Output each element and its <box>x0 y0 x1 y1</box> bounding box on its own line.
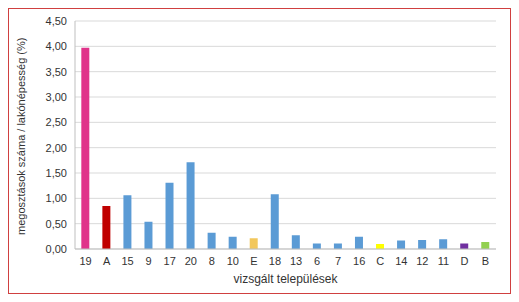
svg-text:3,50: 3,50 <box>46 66 67 78</box>
svg-text:megosztások száma / lakónépess: megosztások száma / lakónépesség (%) <box>15 38 27 235</box>
svg-text:1,50: 1,50 <box>46 167 67 179</box>
svg-text:11: 11 <box>438 255 449 267</box>
svg-text:E: E <box>250 255 257 267</box>
svg-text:16: 16 <box>353 255 365 267</box>
svg-text:A: A <box>103 255 111 267</box>
svg-text:4,00: 4,00 <box>46 40 67 52</box>
svg-text:2,00: 2,00 <box>46 142 67 154</box>
svg-text:1,00: 1,00 <box>46 192 67 204</box>
svg-text:8: 8 <box>209 255 215 267</box>
svg-text:12: 12 <box>416 255 428 267</box>
svg-text:3,00: 3,00 <box>46 91 67 103</box>
svg-text:18: 18 <box>269 255 281 267</box>
svg-text:2,50: 2,50 <box>46 116 67 128</box>
svg-text:vizsgált települések: vizsgált települések <box>233 272 338 286</box>
svg-text:19: 19 <box>79 255 91 267</box>
svg-text:9: 9 <box>146 255 152 267</box>
svg-text:10: 10 <box>227 255 239 267</box>
svg-text:C: C <box>376 255 384 267</box>
svg-text:B: B <box>482 255 489 267</box>
svg-text:D: D <box>460 255 468 267</box>
svg-text:0,00: 0,00 <box>46 243 67 255</box>
svg-text:17: 17 <box>164 255 176 267</box>
svg-text:0,50: 0,50 <box>46 218 67 230</box>
svg-text:4,50: 4,50 <box>46 15 67 27</box>
svg-text:15: 15 <box>122 255 134 267</box>
svg-text:7: 7 <box>335 255 341 267</box>
svg-text:14: 14 <box>395 255 407 267</box>
svg-text:6: 6 <box>314 255 320 267</box>
svg-text:13: 13 <box>290 255 302 267</box>
svg-text:20: 20 <box>185 255 197 267</box>
